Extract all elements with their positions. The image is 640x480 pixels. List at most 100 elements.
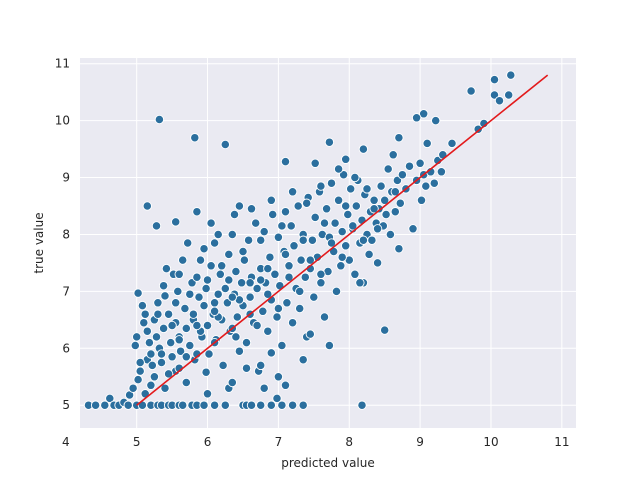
data-point: [156, 357, 167, 368]
data-point: [167, 352, 177, 362]
data-point: [326, 178, 337, 188]
data-point: [287, 318, 298, 328]
data-point: [236, 278, 247, 288]
data-point: [280, 249, 291, 260]
x-tick-label: 5: [133, 435, 141, 449]
data-point: [239, 255, 250, 265]
data-point: [280, 207, 291, 217]
data-point: [350, 269, 360, 279]
data-point: [336, 261, 346, 271]
data-point: [416, 195, 427, 205]
data-point: [140, 309, 150, 319]
data-point: [298, 235, 308, 245]
data-point: [367, 235, 377, 245]
data-point: [181, 323, 191, 334]
data-point: [158, 323, 169, 334]
data-point: [337, 252, 347, 262]
data-point: [355, 278, 365, 288]
data-point: [188, 309, 199, 319]
data-point: [296, 255, 306, 265]
data-point: [252, 320, 262, 331]
data-point: [266, 348, 276, 358]
data-point: [185, 289, 195, 299]
data-point: [280, 156, 291, 167]
data-point: [273, 303, 284, 314]
data-point: [357, 400, 367, 410]
data-point: [245, 292, 255, 302]
data-point: [284, 261, 294, 271]
data-point: [341, 154, 351, 164]
data-point: [201, 367, 211, 377]
data-point: [298, 355, 308, 365]
data-point: [411, 113, 422, 123]
data-point: [178, 255, 188, 265]
data-point: [265, 252, 275, 262]
data-point: [146, 380, 156, 390]
data-point: [489, 74, 500, 85]
data-point: [142, 326, 152, 336]
data-point: [263, 326, 273, 336]
data-point: [272, 393, 282, 404]
x-tick-label: 9: [416, 435, 424, 449]
data-point: [380, 325, 390, 335]
data-point: [272, 312, 282, 322]
data-point: [133, 374, 143, 385]
data-point: [466, 86, 476, 96]
data-point: [192, 320, 202, 331]
data-point: [139, 318, 149, 328]
data-point: [151, 332, 162, 342]
data-point: [504, 90, 514, 100]
data-point: [256, 275, 266, 285]
data-point: [163, 369, 174, 379]
data-point: [251, 218, 261, 228]
data-point: [199, 300, 209, 311]
data-point: [163, 309, 174, 319]
data-point: [324, 340, 335, 351]
data-point: [494, 96, 505, 106]
data-point: [395, 198, 405, 208]
data-point: [130, 340, 140, 351]
data-point: [321, 204, 332, 214]
data-point: [160, 383, 170, 393]
data-point: [209, 306, 220, 316]
data-point: [227, 377, 237, 388]
data-point: [300, 272, 310, 282]
data-point: [273, 232, 284, 242]
data-point: [215, 269, 225, 279]
data-point: [213, 229, 223, 240]
data-point: [206, 218, 216, 228]
data-point: [330, 218, 340, 228]
data-point: [421, 181, 431, 191]
x-tick-label: 6: [204, 435, 212, 449]
data-point: [241, 337, 252, 348]
data-point: [357, 215, 367, 225]
data-point: [369, 195, 379, 205]
data-point: [137, 300, 148, 311]
data-point: [190, 133, 200, 143]
x-tick-label: 8: [345, 435, 353, 449]
data-point: [506, 70, 516, 80]
data-point: [123, 400, 133, 410]
data-point: [369, 204, 379, 214]
data-point: [174, 269, 184, 279]
data-point: [100, 400, 110, 410]
data-point: [341, 201, 351, 211]
data-point: [258, 306, 268, 316]
data-point: [287, 400, 298, 410]
data-point: [358, 144, 369, 154]
data-point: [295, 303, 305, 314]
data-point: [154, 114, 165, 125]
data-point: [348, 221, 358, 231]
data-point: [415, 158, 425, 168]
data-point: [408, 224, 418, 234]
data-point: [282, 298, 292, 308]
data-point: [133, 288, 143, 298]
data-point: [181, 377, 191, 388]
identity-line: [136, 74, 549, 406]
data-point: [362, 184, 372, 194]
data-point: [316, 181, 326, 191]
data-point: [280, 380, 291, 390]
x-axis-ticks: 4 5 6 7 8 9 10 11: [62, 435, 569, 449]
data-point: [166, 337, 176, 348]
data-point: [246, 400, 257, 410]
